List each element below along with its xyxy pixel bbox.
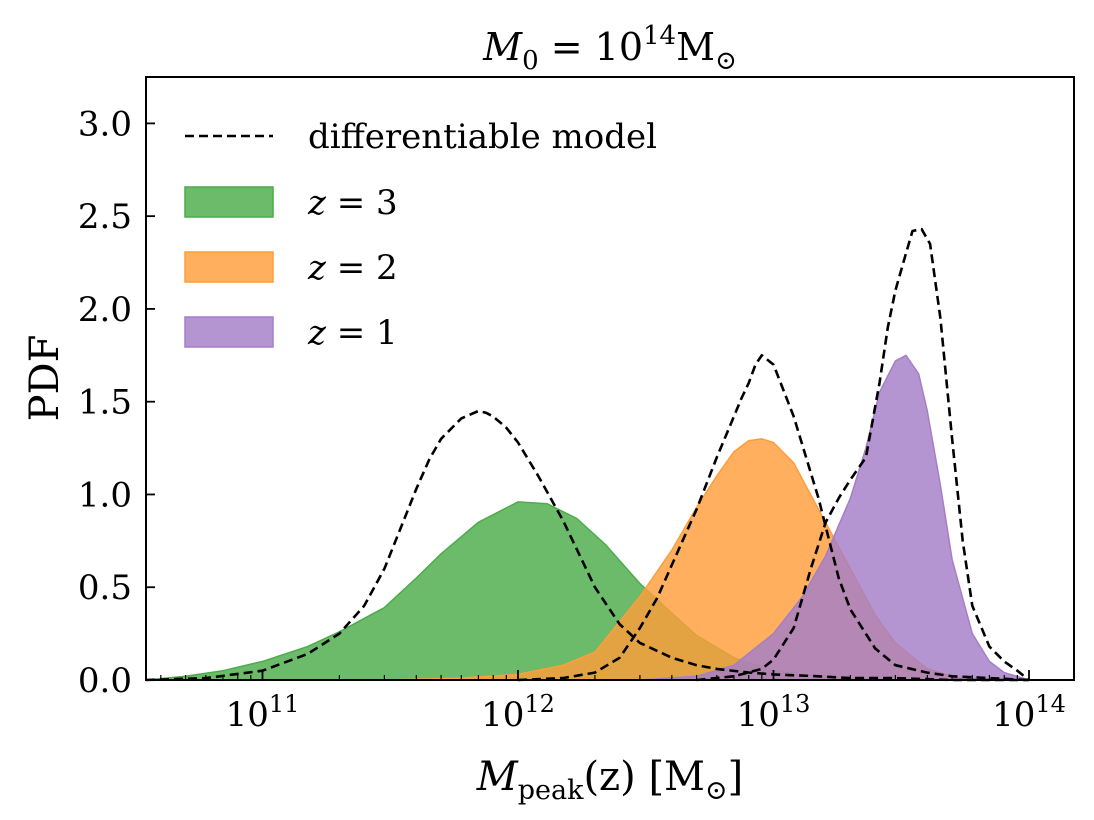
x-axis: 1011 1012 1013 1014	[160, 670, 1066, 735]
title-eq: = 10	[539, 25, 643, 69]
y-tick-label: 3.0	[78, 104, 132, 144]
legend-patch-swatch	[184, 186, 274, 218]
y-axis: 0.0 0.5 1.0 1.5 2.0 2.5 3.0	[78, 104, 155, 701]
xlabel-close: ]	[728, 754, 744, 800]
model-line-layer	[145, 227, 1030, 682]
y-tick-label: 1.5	[78, 383, 132, 423]
legend-patch-swatch	[184, 251, 274, 283]
area-series-z-1	[639, 354, 1030, 681]
y-tick-label: 2.5	[78, 197, 132, 237]
legend-label: z = 1	[307, 313, 398, 353]
xlabel-rest: (z) [M	[583, 754, 705, 800]
chart-title: M0 = 1014M⊙	[482, 21, 737, 76]
plot-frame	[145, 76, 1075, 681]
x-axis-label: Mpeak(z) [M⊙]	[476, 754, 744, 806]
y-axis-label: PDF	[22, 335, 68, 422]
title-sub: 0	[522, 46, 539, 76]
y-tick-label: 2.0	[78, 290, 132, 330]
legend: differentiable model z = 3 z = 2 z = 1	[184, 117, 657, 353]
x-tick-label: 1012	[481, 690, 555, 735]
legend-label: z = 2	[307, 248, 398, 288]
model-curve-1	[145, 409, 1029, 682]
x-tick-label: 1014	[992, 690, 1066, 735]
model-curve-2	[517, 354, 1030, 682]
title-sun: ⊙	[715, 46, 737, 76]
legend-patch-swatch	[184, 316, 274, 348]
x-tick-label: 1011	[226, 690, 300, 735]
legend-label: z = 3	[307, 183, 398, 223]
title-var: M	[482, 25, 523, 69]
y-tick-label: 0.5	[78, 568, 132, 608]
title-unit: M	[676, 25, 715, 69]
title-sup: 14	[643, 21, 676, 51]
xlabel-sub: peak	[518, 775, 584, 806]
xlabel-unit-sub: ⊙	[705, 775, 728, 806]
y-tick-label: 0.0	[78, 661, 132, 701]
x-tick-label: 1013	[737, 690, 811, 735]
model-curve-3	[696, 227, 1030, 682]
legend-label: differentiable model	[308, 117, 657, 157]
area-series-layer	[145, 354, 1030, 681]
xlabel-var: M	[476, 754, 519, 800]
y-tick-label: 1.0	[78, 475, 132, 515]
